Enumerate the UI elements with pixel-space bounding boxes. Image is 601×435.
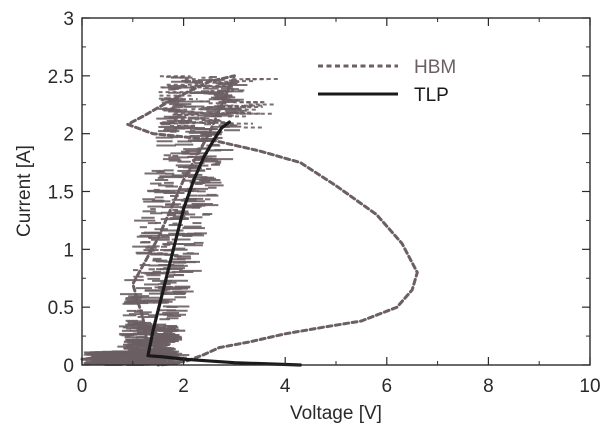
legend-hbm-label: HBM [414, 57, 456, 78]
y-axis-title: Current [A] [14, 145, 35, 237]
y-tick-label: 1 [63, 240, 74, 261]
y-tick-label: 2.5 [48, 67, 74, 88]
hbm-noise-cloud [83, 75, 281, 366]
legend: HBM TLP [318, 57, 456, 106]
axis-ticks: 0 2 4 6 8 10 0 0.5 1 1.5 2 2.5 3 [48, 9, 601, 397]
y-tick-label: 1.5 [48, 183, 74, 204]
y-tick-label: 0 [63, 356, 74, 377]
x-tick-label: 4 [280, 376, 291, 397]
x-tick-label: 0 [77, 376, 88, 397]
y-tick-label: 3 [63, 9, 74, 30]
y-tick-label: 2 [63, 125, 74, 146]
series-tlp-line [146, 120, 302, 367]
series-hbm-line [80, 74, 419, 367]
y-tick-label: 0.5 [48, 298, 74, 319]
legend-tlp-label: TLP [414, 85, 449, 106]
x-tick-label: 10 [579, 376, 600, 397]
x-tick-label: 6 [382, 376, 393, 397]
x-tick-label: 2 [178, 376, 189, 397]
series-layer [80, 74, 419, 367]
x-tick-label: 8 [483, 376, 494, 397]
x-axis-title: Voltage [V] [290, 403, 382, 424]
